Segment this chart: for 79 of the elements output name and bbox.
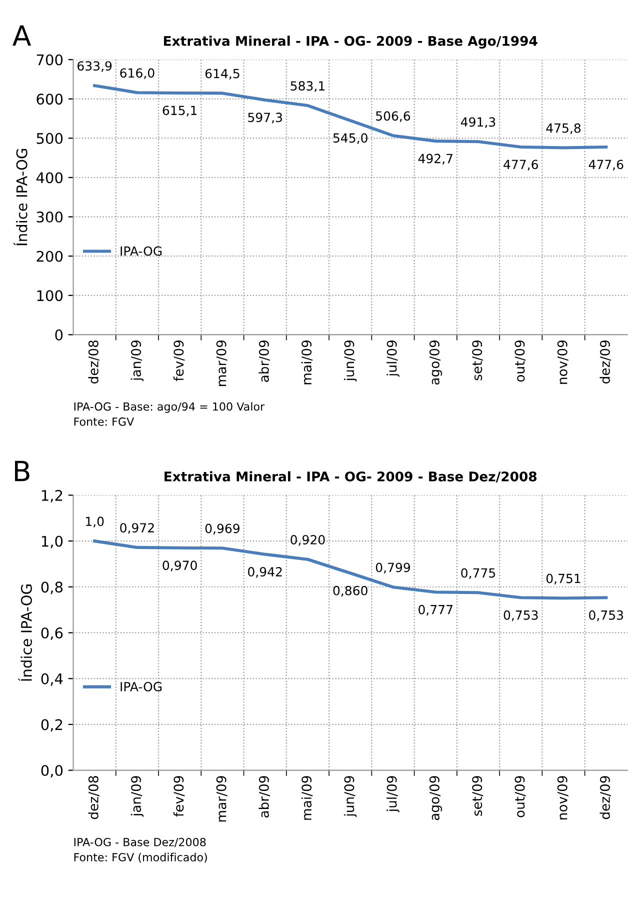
- y-tick-label: 0: [55, 329, 63, 340]
- y-tick-label: 300: [36, 212, 63, 223]
- data-label: 0,753: [504, 610, 538, 622]
- data-label: 0,972: [120, 523, 154, 534]
- x-tick-label: jul/09: [386, 340, 400, 377]
- text: B: [15, 460, 30, 482]
- x-tick-label: jun/09: [344, 776, 357, 818]
- x-tick-label: jan/09: [130, 340, 144, 382]
- x-tick-label: dez/09: [600, 776, 611, 820]
- x-tick-label: mar/09: [216, 776, 228, 822]
- data-label: 0,970: [162, 560, 197, 572]
- source-note: Fonte: FGV: [74, 417, 134, 426]
- x-tick-label: dez/08: [88, 340, 100, 384]
- x-tick-label: nov/09: [557, 340, 568, 384]
- data-label: 615,1: [162, 106, 197, 116]
- y-tick-label: 100: [37, 290, 63, 302]
- x-tick-label: mai/09: [301, 776, 313, 820]
- y-tick-label: 0,8: [41, 582, 63, 594]
- data-label: 475,8: [546, 123, 581, 134]
- data-label: 545,0: [333, 133, 368, 144]
- data-label: 0,920: [290, 534, 325, 546]
- x-tick-label: jul/09: [386, 776, 400, 812]
- data-label: 0,942: [248, 567, 282, 578]
- x-tick-label: mar/09: [216, 340, 228, 386]
- x-tick-label: ago/09: [429, 776, 442, 820]
- data-label: 492,7: [418, 154, 452, 165]
- y-tick-label: 700: [36, 54, 63, 66]
- y-tick-label: 200: [36, 250, 63, 262]
- x-tick-label: set/09: [472, 776, 484, 816]
- y-tick-label: 400: [36, 172, 63, 184]
- data-label: 477,6: [504, 160, 538, 170]
- chart-title: Extrativa Mineral - IPA - OG- 2009 - Base Dez/2008: [164, 471, 537, 483]
- y-tick-label: 1,0: [42, 536, 63, 548]
- x-tick-label: ago/09: [429, 340, 442, 385]
- y-tick-label: 0,0: [41, 764, 63, 778]
- x-tick-label: fev/09: [173, 776, 185, 817]
- data-label: 0,775: [461, 568, 496, 579]
- data-label: 0,753: [589, 610, 624, 622]
- data-label: 0,860: [333, 586, 368, 597]
- x-tick-label: jan/09: [130, 776, 144, 817]
- data-label: 0,969: [205, 524, 240, 534]
- x-tick-label: fev/09: [173, 340, 185, 382]
- y-tick-label: 600: [36, 94, 63, 105]
- x-tick-label: out/09: [514, 776, 526, 818]
- text: IPA-OG - Base: ago/94 = 100 Valor: [74, 402, 265, 413]
- x-tick-label: abr/09: [258, 776, 270, 818]
- y-tick-label: 0,2: [41, 719, 62, 732]
- chart-title: Extrativa Mineral - IPA - OG- 2009 - Base Ago/1994: [164, 36, 538, 49]
- y-tick-label: 0,6: [41, 627, 63, 640]
- x-tick-label: out/09: [514, 340, 526, 382]
- data-label: 614,5: [205, 68, 240, 80]
- x-tick-label: nov/09: [557, 776, 568, 820]
- data-label: 506,6: [376, 111, 410, 122]
- data-label: 1,0: [86, 516, 104, 528]
- x-tick-label: set/09: [472, 340, 484, 380]
- source-note: Fonte: FGV (modificado): [74, 852, 207, 863]
- data-label: 0,777: [418, 604, 452, 616]
- x-tick-label: abr/09: [258, 340, 270, 382]
- text: IPA-OG - Base Dez/2008: [74, 838, 206, 848]
- y-axis-title: Índice IPA-OG: [18, 584, 32, 681]
- x-tick-label: mai/09: [301, 340, 313, 384]
- data-label: 0,751: [546, 574, 580, 584]
- y-tick-label: 0,4: [41, 673, 63, 686]
- text: A: [12, 25, 32, 46]
- data-label: 491,3: [460, 117, 496, 128]
- y-axis-title: Índice IPA-OG: [14, 148, 28, 246]
- x-tick-label: jun/09: [344, 340, 357, 382]
- data-label: 477,6: [588, 160, 624, 170]
- data-label: 0,799: [376, 562, 410, 574]
- data-label: 597,3: [248, 112, 282, 124]
- x-tick-label: dez/08: [88, 776, 100, 820]
- y-tick-label: 500: [36, 132, 63, 144]
- data-label: 633,9: [78, 61, 112, 72]
- legend-label: IPA-OG: [120, 682, 162, 692]
- data-label: 616,0: [120, 68, 154, 79]
- data-label: 583,1: [290, 81, 324, 92]
- x-tick-label: dez/09: [600, 340, 611, 384]
- y-tick-label: 1,2: [42, 490, 62, 502]
- legend-label: IPA-OG: [120, 246, 162, 256]
